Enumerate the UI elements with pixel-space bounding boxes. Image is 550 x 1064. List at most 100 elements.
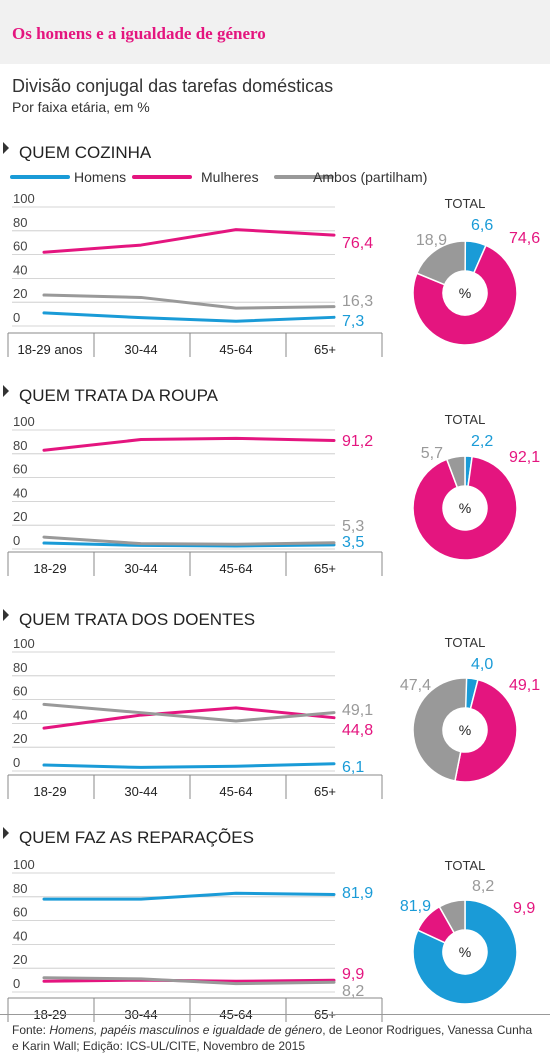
y-tick-label: 0 (13, 755, 20, 770)
legend-label-homens: Homens (74, 169, 126, 185)
x-tick-label: 65+ (314, 342, 336, 357)
legend-label-mulheres: Mulheres (201, 169, 259, 185)
donut-value-ambos: 47,4 (400, 677, 431, 694)
legend-label-ambos: Ambos (partilham) (313, 169, 427, 185)
series-line-ambos (42, 976, 336, 986)
y-tick-label: 20 (13, 509, 27, 524)
y-tick-label: 80 (13, 215, 27, 230)
y-tick-label: 0 (13, 976, 20, 991)
x-tick-label: 45-64 (219, 784, 252, 799)
donut-total-heading: TOTAL (445, 412, 486, 427)
x-tick-label: 65+ (314, 561, 336, 576)
end-label-ambos: 49,1 (342, 702, 373, 719)
donut-slice-mulheres (412, 455, 518, 561)
y-tick-label: 100 (13, 857, 35, 872)
end-label-mulheres: 91,2 (342, 433, 373, 450)
x-tick-label: 65+ (314, 784, 336, 799)
end-label-homens: 3,5 (342, 534, 364, 551)
y-tick-label: 20 (13, 731, 27, 746)
section-marker-icon (3, 609, 9, 621)
donut-slice-mulheres (454, 678, 518, 783)
donut-value-homens: 2,2 (471, 433, 493, 450)
y-tick-label: 80 (13, 660, 27, 675)
x-tick-label: 30-44 (124, 784, 157, 799)
section-title: QUEM FAZ AS REPARAÇÕES (19, 828, 254, 847)
donut-value-homens: 81,9 (400, 898, 431, 915)
y-tick-label: 60 (13, 905, 27, 920)
section-marker-icon (3, 827, 9, 839)
series-line-mulheres (42, 436, 336, 452)
y-tick-label: 60 (13, 462, 27, 477)
y-tick-label: 0 (13, 533, 20, 548)
end-label-homens: 6,1 (342, 759, 364, 776)
series-line-homens (42, 311, 336, 323)
source-note: Fonte: Homens, papéis masculinos e igual… (12, 1022, 542, 1054)
source-title: Homens, papéis masculinos e igualdade de… (49, 1023, 323, 1037)
donut-value-ambos: 18,9 (416, 232, 447, 249)
end-label-mulheres: 76,4 (342, 235, 373, 252)
source-prefix: Fonte: (12, 1023, 50, 1037)
end-label-homens: 81,9 (342, 885, 373, 902)
source-suffix: , de Leonor Rodrigues, Vanessa Cunha e K… (12, 1023, 533, 1053)
x-tick-label: 18-29 (33, 784, 66, 799)
donut-value-ambos: 5,7 (421, 445, 443, 462)
x-tick-label: 30-44 (124, 561, 157, 576)
series-line-homens (42, 541, 336, 548)
donut-slice-ambos (438, 899, 466, 934)
donut-value-homens: 4,0 (471, 656, 493, 673)
y-tick-label: 20 (13, 286, 27, 301)
y-tick-label: 20 (13, 952, 27, 967)
y-tick-label: 100 (13, 414, 35, 429)
donut-value-mulheres: 92,1 (509, 449, 540, 466)
x-tick-label: 30-44 (124, 342, 157, 357)
donut-value-ambos: 8,2 (472, 878, 494, 895)
x-tick-label: 45-64 (219, 342, 252, 357)
series-line-mulheres (42, 228, 336, 254)
donut-value-mulheres: 9,9 (513, 900, 535, 917)
end-label-mulheres: 44,8 (342, 722, 373, 739)
donut-total-heading: TOTAL (445, 858, 486, 873)
donut-slice-homens (412, 899, 518, 1005)
series-line-mulheres (42, 706, 336, 730)
end-label-ambos: 8,2 (342, 983, 364, 1000)
donut-slice-ambos (412, 677, 468, 782)
chart-subtitle: Divisão conjugal das tarefas domésticas (12, 76, 334, 96)
series-line-ambos (42, 535, 336, 546)
donut-total-heading: TOTAL (445, 196, 486, 211)
end-label-mulheres: 9,9 (342, 966, 364, 983)
chart-units-note: Por faixa etária, em % (12, 99, 150, 115)
donut-slice-mulheres (412, 244, 518, 346)
page-title: Os homens e a igualdade de género (12, 24, 266, 43)
series-line-homens (42, 891, 336, 901)
donut-value-homens: 6,6 (471, 217, 493, 234)
y-tick-label: 40 (13, 262, 27, 277)
y-tick-label: 60 (13, 684, 27, 699)
x-tick-label: 45-64 (219, 561, 252, 576)
donut-value-mulheres: 49,1 (509, 677, 540, 694)
y-tick-label: 80 (13, 438, 27, 453)
donut-center-label: % (459, 944, 471, 960)
end-label-homens: 7,3 (342, 313, 364, 330)
series-line-ambos (42, 702, 336, 723)
y-tick-label: 40 (13, 485, 27, 500)
end-label-ambos: 5,3 (342, 518, 364, 535)
x-tick-label: 18-29 (33, 561, 66, 576)
y-tick-label: 0 (13, 310, 20, 325)
series-line-ambos (42, 293, 336, 310)
donut-slice-ambos (415, 240, 467, 286)
donut-center-label: % (459, 500, 471, 516)
end-label-ambos: 16,3 (342, 293, 373, 310)
section-title: QUEM TRATA DA ROUPA (19, 386, 219, 405)
donut-value-mulheres: 74,6 (509, 230, 540, 247)
section-title: QUEM TRATA DOS DOENTES (19, 610, 255, 629)
y-tick-label: 100 (13, 191, 35, 206)
series-line-homens (42, 762, 336, 769)
y-tick-label: 60 (13, 239, 27, 254)
donut-slice-ambos (445, 455, 466, 489)
section-marker-icon (3, 142, 9, 154)
y-tick-label: 100 (13, 636, 35, 651)
section-title: QUEM COZINHA (19, 143, 152, 162)
footer-divider (0, 1014, 550, 1015)
section-marker-icon (3, 385, 9, 397)
